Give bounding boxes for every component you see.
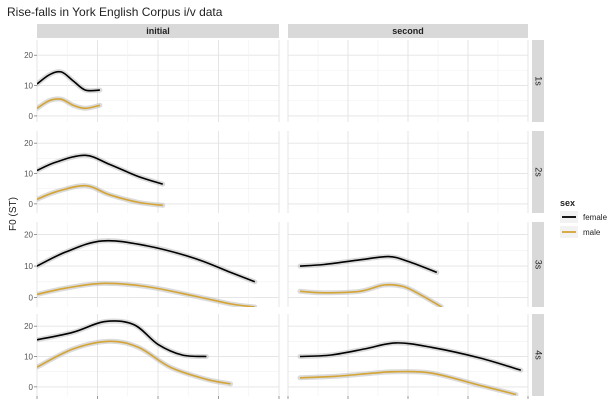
- y-tick-label: 20: [24, 139, 33, 148]
- series-line-male-1s-initial: [37, 98, 101, 110]
- series-line-female-3s-initial: [37, 239, 256, 283]
- y-tick-label: 0: [29, 294, 34, 303]
- legend-label-male: male: [583, 228, 601, 237]
- y-tick-label: 0: [29, 383, 34, 392]
- row-strip-2s: [532, 131, 544, 213]
- series-line-female-1s-initial: [37, 70, 100, 92]
- row-strip-1s: [532, 40, 544, 122]
- row-strip-label-1s: 1s: [534, 76, 544, 86]
- series-line-female-2s-initial: [37, 154, 164, 185]
- y-tick-label: 0: [29, 200, 34, 209]
- panel-1s-second: [287, 40, 529, 122]
- panel-2s-second: [287, 131, 529, 213]
- legend: sex female male: [560, 198, 608, 238]
- series-line-male-4s-second: [299, 370, 517, 396]
- series-line-female-3s-second: [299, 255, 438, 274]
- y-tick-label: 20: [24, 51, 33, 60]
- row-strip-label-4s: 4s: [534, 350, 544, 360]
- panel-2s-initial: [36, 131, 280, 213]
- series-line-male-4s-initial: [37, 340, 231, 385]
- panels-group: initial second 1s 2s 3s 4s 20 10 0 20 10 0 20 10 0 20 10…: [24, 24, 544, 399]
- y-tick-label: 0: [29, 112, 34, 121]
- series-line-male-2s-initial: [37, 184, 163, 207]
- col-strip-label-initial: initial: [146, 26, 170, 36]
- row-strip-label-2s: 2s: [534, 167, 544, 177]
- y-tick-label: 10: [24, 170, 33, 179]
- panel-3s-initial: [36, 222, 280, 307]
- row-strip-3s: [532, 222, 544, 307]
- y-tick-label: 10: [24, 353, 33, 362]
- col-strip-second: [288, 24, 528, 38]
- legend-label-female: female: [583, 213, 608, 222]
- col-strip-label-second: second: [392, 26, 424, 36]
- legend-entry-male: male: [560, 226, 601, 238]
- series-line-female-4s-initial: [37, 320, 207, 358]
- legend-title: sex: [560, 198, 575, 208]
- row-strip-4s: [532, 314, 544, 396]
- row-strip-label-3s: 3s: [534, 260, 544, 270]
- y-axis-label: F0 (ST): [8, 197, 19, 231]
- y-tick-label: 20: [24, 231, 33, 240]
- col-strip-initial: [37, 24, 279, 38]
- series-line-female-4s-second: [299, 342, 522, 371]
- chart-title: Rise-falls in York English Corpus i/v da…: [7, 5, 223, 19]
- series-line-male-3s-initial: [37, 282, 255, 307]
- series-line-male-3s-second: [299, 283, 443, 307]
- panel-4s-initial: [36, 314, 280, 396]
- y-tick-label: 10: [24, 262, 33, 271]
- y-tick-label: 10: [24, 82, 33, 91]
- legend-entry-female: female: [560, 211, 608, 223]
- y-tick-label: 20: [24, 322, 33, 331]
